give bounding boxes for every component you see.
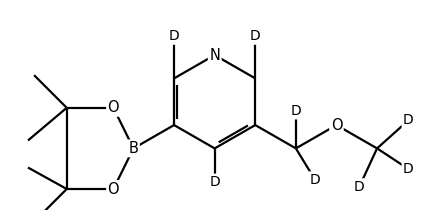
- Text: B: B: [128, 141, 138, 156]
- Text: D: D: [209, 175, 220, 189]
- Text: N: N: [209, 47, 220, 62]
- Text: O: O: [108, 100, 119, 115]
- Text: D: D: [354, 180, 365, 194]
- Text: D: D: [403, 113, 414, 127]
- Text: D: D: [403, 162, 414, 176]
- Text: D: D: [250, 29, 261, 43]
- Text: O: O: [108, 181, 119, 196]
- Text: D: D: [309, 173, 320, 187]
- Text: O: O: [331, 118, 342, 133]
- Text: D: D: [169, 29, 179, 43]
- Text: D: D: [290, 104, 301, 118]
